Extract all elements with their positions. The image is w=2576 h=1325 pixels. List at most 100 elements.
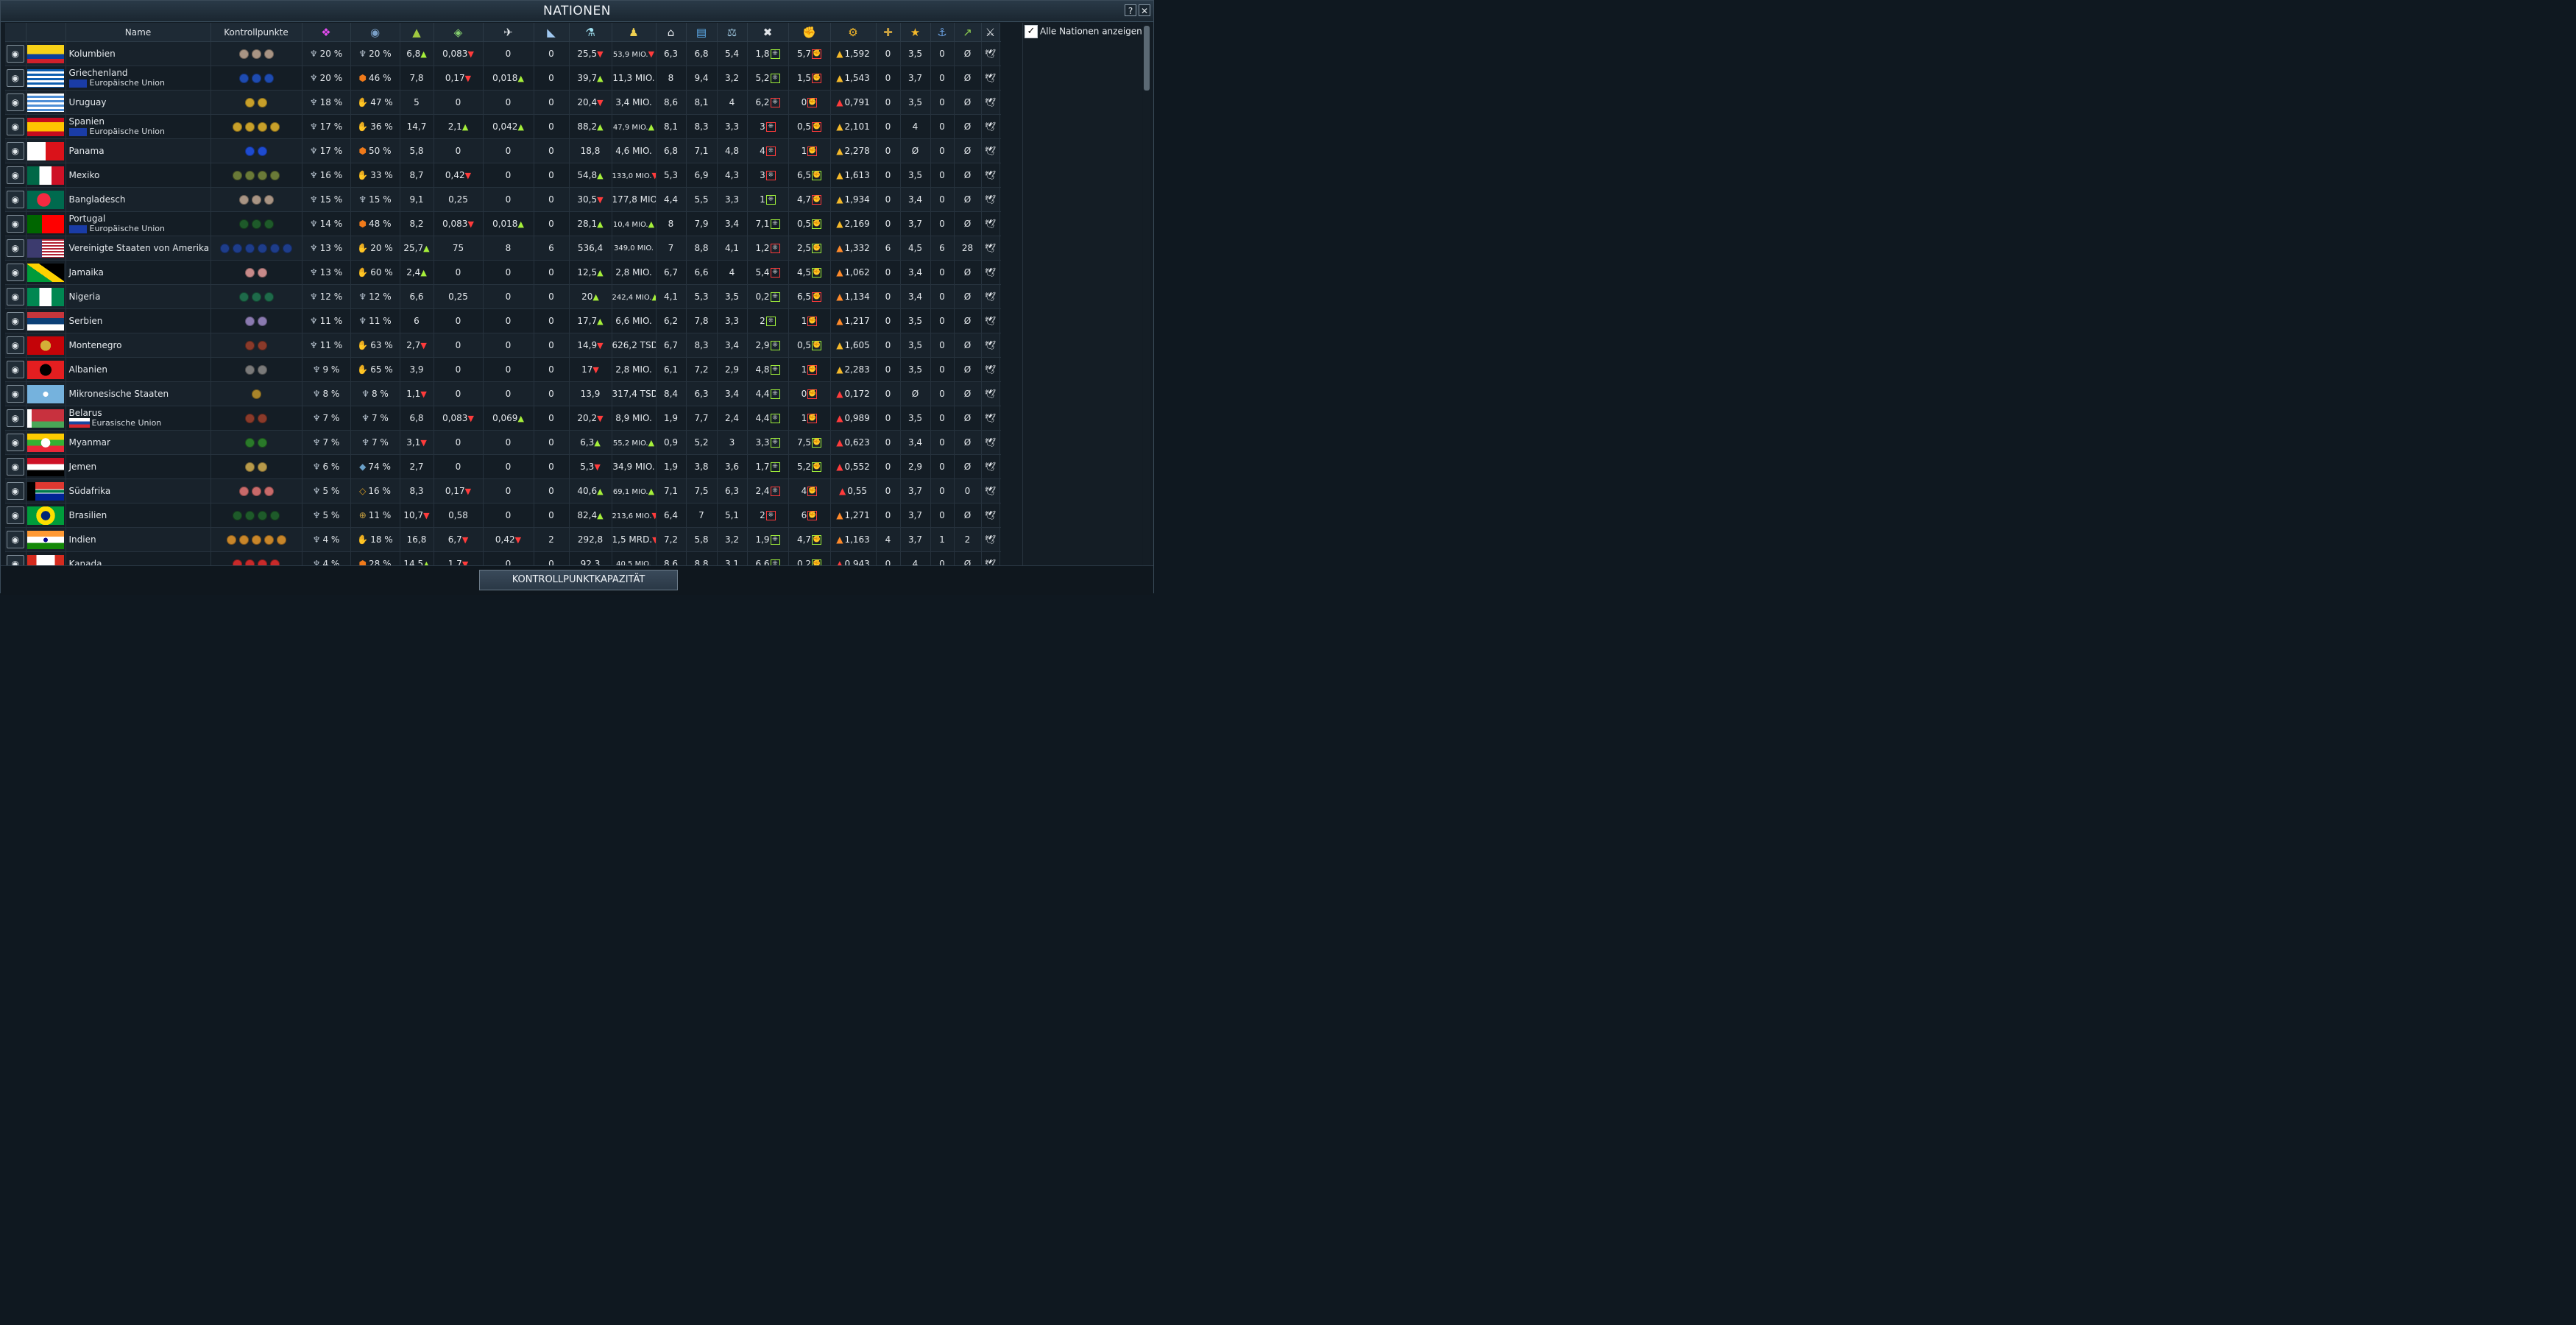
view-nation-button[interactable]: ◉ bbox=[6, 385, 24, 403]
view-nation-button[interactable]: ◉ bbox=[6, 555, 24, 565]
control-point[interactable] bbox=[251, 535, 261, 545]
header-navy[interactable]: ⚓ bbox=[930, 23, 955, 42]
name-cell[interactable]: Mikronesische Staaten bbox=[66, 381, 211, 406]
control-point[interactable] bbox=[270, 511, 280, 520]
name-cell[interactable]: Kolumbien bbox=[66, 41, 211, 66]
view-nation-button[interactable]: ◉ bbox=[6, 506, 24, 524]
view-nation-button[interactable]: ◉ bbox=[6, 118, 24, 135]
nation-row[interactable]: ◉ Vereinigte Staaten von Amerika ♆ 13 % ✋ 20 … bbox=[5, 236, 1000, 261]
control-point[interactable] bbox=[245, 414, 255, 423]
control-point[interactable] bbox=[233, 559, 242, 565]
name-cell[interactable]: Indien bbox=[66, 527, 211, 552]
name-cell[interactable]: Südafrika bbox=[66, 478, 211, 504]
nation-name[interactable]: Kolumbien bbox=[68, 48, 116, 59]
nation-name[interactable]: Portugal bbox=[68, 213, 106, 224]
control-point[interactable] bbox=[258, 414, 267, 423]
name-cell[interactable]: Jemen bbox=[66, 454, 211, 479]
nation-row[interactable]: ◉ Indien ♆ 4 % ✋ 18 % 16,8 6,7▼ 0,42▼ 2 292,8 1,5 M… bbox=[5, 527, 1000, 552]
control-point[interactable] bbox=[270, 122, 280, 132]
view-nation-button[interactable]: ◉ bbox=[6, 482, 24, 500]
control-point[interactable] bbox=[238, 74, 249, 83]
nation-row[interactable]: ◉ Spanien Europäische Union ♆ 17 % ✋ 36 % 14,7 2… bbox=[5, 114, 1000, 139]
control-point[interactable] bbox=[258, 511, 267, 520]
control-point[interactable] bbox=[258, 98, 267, 107]
view-nation-button[interactable]: ◉ bbox=[6, 434, 24, 451]
view-nation-button[interactable]: ◉ bbox=[6, 409, 24, 427]
header-star[interactable]: ★ bbox=[900, 23, 931, 42]
control-point[interactable] bbox=[245, 146, 255, 156]
view-nation-button[interactable]: ◉ bbox=[6, 336, 24, 354]
name-cell[interactable]: Jamaika bbox=[66, 260, 211, 285]
view-nation-button[interactable]: ◉ bbox=[6, 361, 24, 378]
control-point[interactable] bbox=[238, 292, 249, 302]
nation-name[interactable]: Indien bbox=[68, 534, 96, 545]
control-point[interactable] bbox=[245, 98, 255, 107]
scrollbar-thumb[interactable] bbox=[1144, 26, 1150, 91]
control-point[interactable] bbox=[233, 244, 242, 253]
nation-name[interactable]: Uruguay bbox=[68, 96, 107, 107]
control-point[interactable] bbox=[226, 535, 236, 545]
header-industry[interactable]: ⚙ bbox=[830, 23, 877, 42]
show-all-checkbox[interactable]: ✓ bbox=[1025, 25, 1038, 38]
nation-name[interactable]: Myanmar bbox=[68, 437, 110, 448]
view-nation-button[interactable]: ◉ bbox=[6, 191, 24, 208]
control-point[interactable] bbox=[270, 559, 280, 565]
dove-icon[interactable]: 🕊 bbox=[984, 413, 997, 423]
control-point[interactable] bbox=[258, 244, 267, 253]
control-point[interactable] bbox=[258, 171, 267, 180]
header-cohesion[interactable]: ✖ bbox=[747, 23, 789, 42]
control-point[interactable] bbox=[238, 195, 249, 205]
header-inequality[interactable]: ⚖ bbox=[717, 23, 748, 42]
control-point[interactable] bbox=[263, 487, 274, 496]
dove-icon[interactable]: 🕊 bbox=[984, 462, 997, 472]
nation-name[interactable]: Belarus bbox=[68, 407, 102, 418]
control-point[interactable] bbox=[258, 341, 267, 350]
nation-name[interactable]: Albanien bbox=[68, 364, 107, 375]
dove-icon[interactable]: 🕊 bbox=[984, 364, 997, 375]
nation-row[interactable]: ◉ Serbien ♆ 11 % ♆ 11 % 6 0 0 0 17,7▲ 6,6 MIO. 6,2 7,… bbox=[5, 308, 1000, 333]
header-rocket[interactable]: ✈ bbox=[483, 23, 534, 42]
header-population[interactable]: ♟ bbox=[612, 23, 657, 42]
view-nation-button[interactable]: ◉ bbox=[6, 69, 24, 87]
control-point[interactable] bbox=[233, 122, 242, 132]
control-point[interactable] bbox=[245, 171, 255, 180]
nation-name[interactable]: Mikronesische Staaten bbox=[68, 388, 169, 399]
dove-icon[interactable]: 🕊 bbox=[984, 292, 997, 302]
header-resource[interactable]: ◈ bbox=[434, 23, 484, 42]
dove-icon[interactable]: 🕊 bbox=[984, 486, 997, 496]
name-cell[interactable]: Nigeria bbox=[66, 284, 211, 309]
name-cell[interactable]: Kanada bbox=[66, 551, 211, 565]
nation-row[interactable]: ◉ Jemen ♆ 6 % ◆ 74 % 2,7 0 0 0 5,3▼ 34,9 MIO. 1,9 3,8… bbox=[5, 454, 1000, 479]
kontrollpunktkapazitaet-button[interactable]: KONTROLLPUNKTKAPAZITÄT bbox=[479, 570, 678, 590]
name-cell[interactable]: Uruguay bbox=[66, 90, 211, 115]
show-all-toggle[interactable]: ✓ Alle Nationen anzeigen bbox=[1025, 25, 1142, 38]
control-point[interactable] bbox=[238, 487, 249, 496]
control-point[interactable] bbox=[258, 146, 267, 156]
dove-icon[interactable]: 🕊 bbox=[984, 146, 997, 156]
name-cell[interactable]: Spanien Europäische Union bbox=[66, 114, 211, 139]
dove-icon[interactable]: 🕊 bbox=[984, 559, 997, 565]
nation-row[interactable]: ◉ Belarus Eurasische Union ♆ 7 % ♆ 7 % 6,8 0,083… bbox=[5, 406, 1000, 431]
nation-row[interactable]: ◉ Mexiko ♆ 16 % ✋ 33 % 8,7 0,42▼ 0 0 54,8▲ 133,0 MI… bbox=[5, 163, 1000, 188]
view-nation-button[interactable]: ◉ bbox=[6, 239, 24, 257]
control-point[interactable] bbox=[263, 74, 274, 83]
control-point[interactable] bbox=[245, 341, 255, 350]
name-cell[interactable]: Panama bbox=[66, 138, 211, 163]
control-point[interactable] bbox=[245, 365, 255, 375]
nation-row[interactable]: ◉ Griechenland Europäische Union ♆ 20 % ⬢ 46 %… bbox=[5, 66, 1000, 91]
name-cell[interactable]: Portugal Europäische Union bbox=[66, 211, 211, 236]
control-point[interactable] bbox=[251, 74, 261, 83]
nation-row[interactable]: ◉ Mikronesische Staaten ♆ 8 % ♆ 8 % 1,1▼ 0 0 0 13,… bbox=[5, 381, 1000, 406]
view-nation-button[interactable]: ◉ bbox=[6, 142, 24, 160]
header-kontrollpunkte[interactable]: Kontrollpunkte bbox=[210, 23, 302, 42]
nation-name[interactable]: Nigeria bbox=[68, 291, 101, 302]
control-point[interactable] bbox=[233, 511, 242, 520]
control-point[interactable] bbox=[245, 122, 255, 132]
control-point[interactable] bbox=[258, 317, 267, 326]
vertical-scrollbar[interactable] bbox=[1143, 23, 1150, 565]
control-point[interactable] bbox=[245, 438, 255, 448]
header-missile[interactable]: ↗ bbox=[954, 23, 982, 42]
control-point[interactable] bbox=[245, 317, 255, 326]
control-point[interactable] bbox=[263, 195, 274, 205]
header-unrest[interactable]: ✊ bbox=[788, 23, 831, 42]
